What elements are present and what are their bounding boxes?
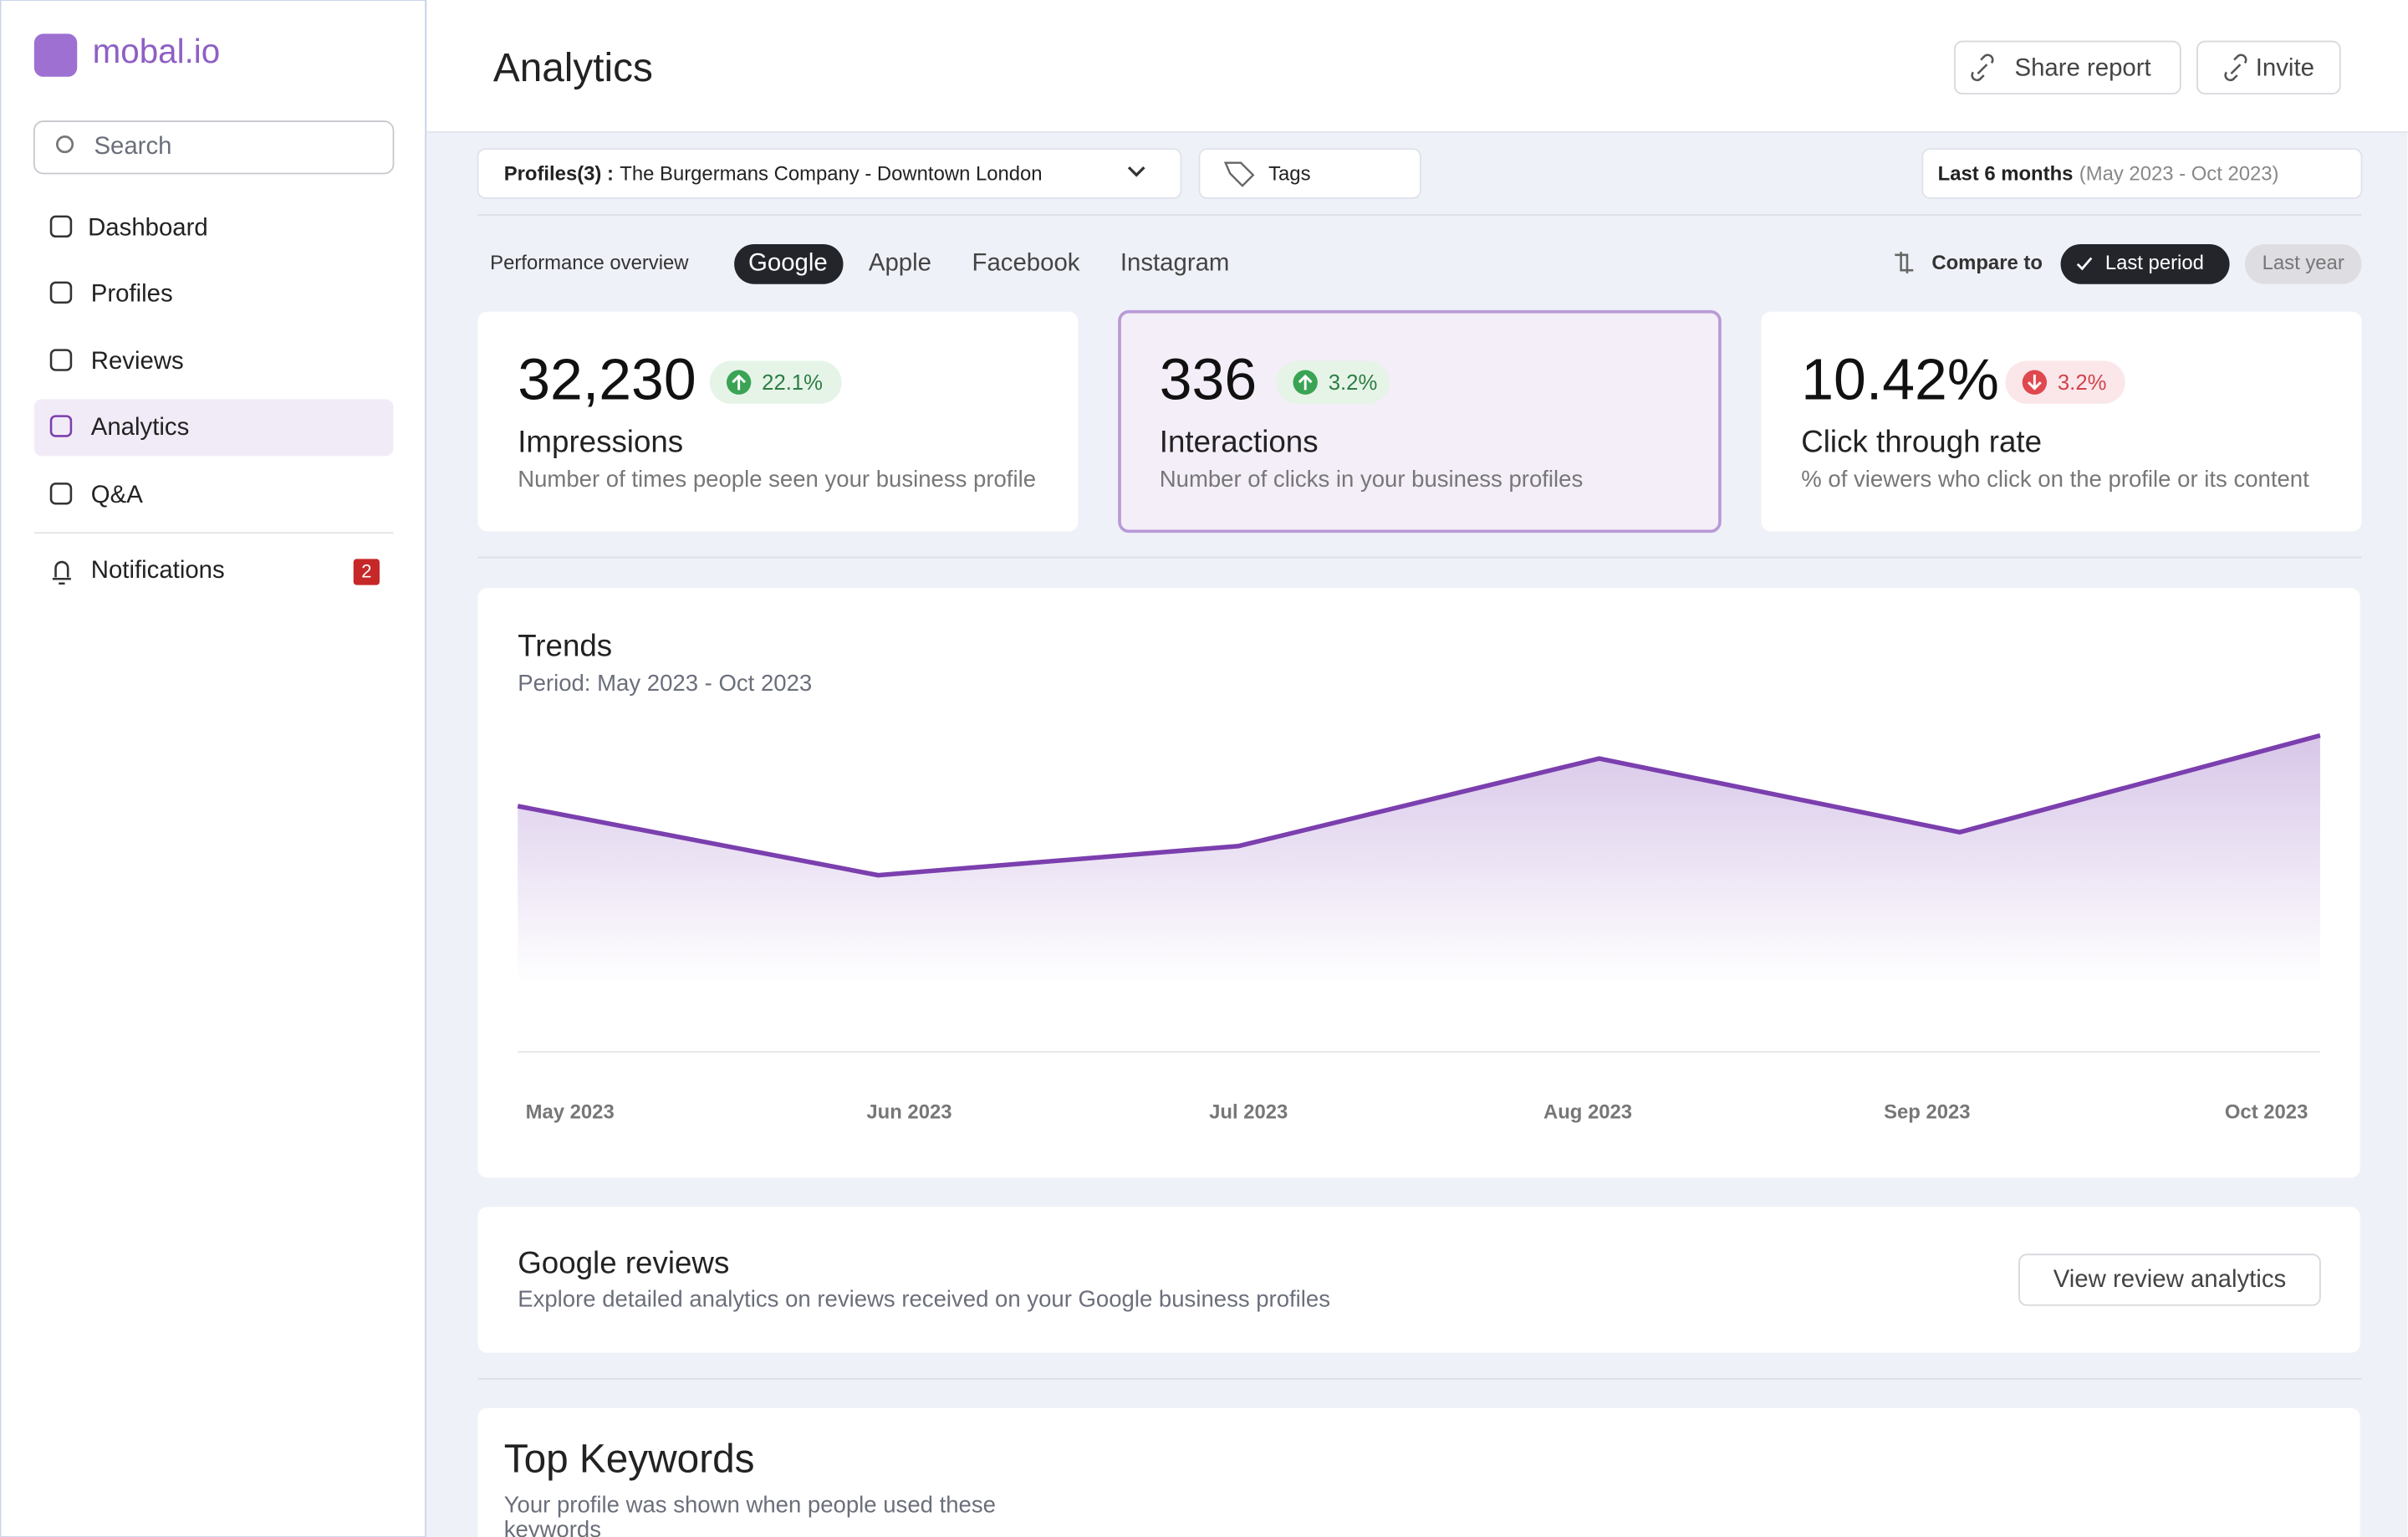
filter-label: Profiles(3) : — [504, 163, 614, 186]
x-tick-label: May 2023 — [526, 1101, 615, 1124]
page-title: Analytics — [493, 46, 653, 90]
kpi-description: Number of times people seen your busines… — [518, 466, 1036, 492]
filter-label: Tags — [1268, 163, 1310, 186]
kpi-title: Click through rate — [1801, 424, 2042, 458]
period-dropdown[interactable] — [1921, 148, 2363, 199]
period: Last 6 months (May 2023 - Oct 2023) — [1938, 163, 2279, 186]
section-description: Your profile was shown when people used … — [504, 1492, 996, 1518]
nav-icon — [49, 415, 73, 437]
tabs-label: Performance overview — [490, 252, 689, 274]
section-description: keywords — [504, 1516, 601, 1537]
kpi-change: 22.1% — [762, 371, 823, 395]
kpi-value: 32,230 — [518, 346, 696, 411]
x-tick-label: Oct 2023 — [2225, 1101, 2308, 1124]
nav-item[interactable]: Q&A — [91, 481, 143, 508]
nav-item[interactable]: Analytics — [91, 413, 189, 441]
nav-icon — [49, 281, 73, 304]
kpi-value: 10.42% — [1801, 346, 1999, 411]
button-label: Invite — [2256, 54, 2314, 81]
tab[interactable]: Google — [748, 249, 828, 277]
kpi-change: 3.2% — [1329, 371, 1378, 395]
brand: mobal.io — [93, 32, 221, 70]
section-title: Google reviews — [518, 1246, 729, 1280]
badge — [353, 559, 380, 585]
reviews-card — [477, 1207, 2360, 1353]
invite-button[interactable] — [2196, 40, 2341, 94]
kpi-card[interactable] — [1761, 311, 2362, 532]
nav-item[interactable]: Notifications — [91, 556, 225, 584]
filter-label: Profiles(3) : The Burgermans Company - Do… — [504, 163, 1043, 186]
x-tick-label: Sep 2023 — [1884, 1101, 1970, 1124]
compare-label: Compare to — [1931, 252, 2043, 274]
view-analytics-button[interactable] — [2018, 1254, 2321, 1306]
kpi-change: 3.2% — [2058, 371, 2107, 395]
period-range: (May 2023 - Oct 2023) — [2079, 163, 2279, 186]
share-button[interactable] — [1953, 40, 2181, 94]
period-label: Last 6 months — [1938, 163, 2074, 186]
section-title: Top Keywords — [504, 1437, 755, 1482]
filter-value: The Burgermans Company - Downtown London — [620, 163, 1042, 186]
compare-icon — [1895, 252, 1914, 273]
search-placeholder: Search — [94, 132, 171, 160]
kpi-value: 336 — [1160, 346, 1257, 411]
trend-arrow — [1298, 374, 1313, 391]
tag-icon — [1223, 161, 1255, 187]
logo-icon — [33, 33, 78, 77]
x-tick-label: Jul 2023 — [1209, 1101, 1288, 1124]
last-year-pill[interactable] — [2244, 243, 2362, 284]
search-box[interactable] — [33, 120, 395, 175]
kpi-description: Number of clicks in your business profil… — [1160, 466, 1583, 492]
chart-title: Trends — [518, 629, 612, 663]
area — [518, 735, 2320, 983]
bell-icon — [52, 560, 71, 585]
search-icon — [56, 135, 74, 154]
trend-arrow — [2027, 375, 2042, 391]
kpi-card[interactable] — [477, 311, 1079, 532]
nav-item[interactable]: Reviews — [91, 347, 184, 375]
chart-subtitle: Period: May 2023 - Oct 2023 — [518, 670, 812, 696]
trend-arrow — [732, 374, 747, 391]
nav-icon — [49, 349, 73, 371]
pill-label: Last period — [2105, 252, 2204, 274]
tab[interactable]: Instagram — [1120, 249, 1230, 277]
tags-dropdown[interactable] — [1198, 148, 1421, 199]
keywords-card — [477, 1407, 2360, 1537]
check-icon — [2076, 257, 2093, 271]
tab-active — [734, 243, 844, 284]
link-icons — [1971, 54, 2247, 82]
nav-item[interactable]: Profiles — [91, 279, 173, 307]
pill-label: Last year — [2263, 252, 2344, 274]
kpi-title: Interactions — [1160, 424, 1319, 458]
nav-icon — [49, 483, 73, 505]
line — [517, 733, 2321, 878]
nav-icon — [49, 215, 73, 238]
kpi-card[interactable] — [1118, 309, 1722, 534]
nav-item[interactable]: Dashboard — [88, 213, 208, 241]
nav-active — [33, 399, 394, 457]
button-label: View review analytics — [2053, 1265, 2286, 1293]
profile-dropdown[interactable] — [477, 148, 1182, 199]
kpi-description: % of viewers who click on the profile or… — [1801, 466, 2309, 492]
kpi-title: Impressions — [518, 424, 683, 458]
section-description: Explore detailed analytics on reviews re… — [518, 1286, 1330, 1312]
sidebar — [0, 0, 426, 1537]
button-label: Share report — [2014, 54, 2150, 81]
badge-count: 2 — [361, 561, 371, 582]
tab[interactable]: Facebook — [972, 249, 1080, 277]
last-period-pill[interactable] — [2060, 243, 2230, 284]
x-tick-label: Aug 2023 — [1543, 1101, 1632, 1124]
tab[interactable]: Apple — [869, 249, 931, 277]
x-tick-label: Jun 2023 — [866, 1101, 951, 1124]
